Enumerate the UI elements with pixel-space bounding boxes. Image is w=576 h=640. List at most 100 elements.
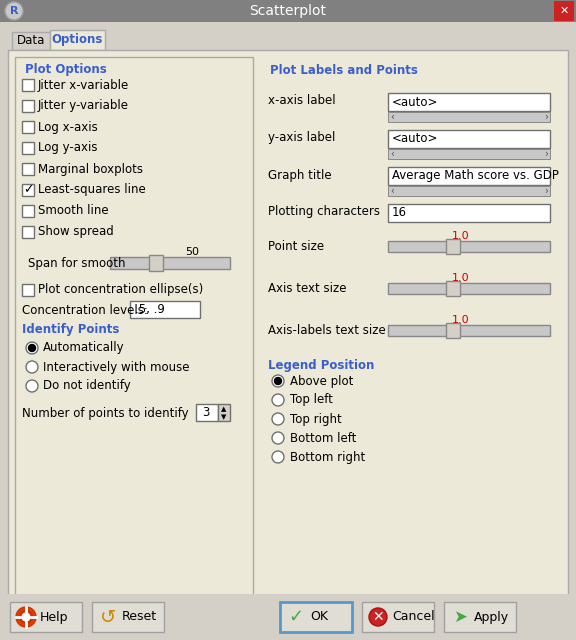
Circle shape [16,607,36,627]
Text: <auto>: <auto> [392,95,438,109]
Text: Average Math score vs. GDP: Average Math score vs. GDP [392,170,559,182]
Text: Do not identify: Do not identify [43,380,131,392]
Bar [22,163,34,175]
Text: Options: Options [51,33,103,47]
Text: Marginal boxplots: Marginal boxplots [38,163,143,175]
Bar [8,50,568,618]
Text: Reset: Reset [122,611,157,623]
Circle shape [275,378,282,385]
Bar [388,149,550,159]
Bar [388,112,550,122]
Bar [388,283,550,294]
Bar [15,57,253,611]
Bar [388,186,550,196]
Bar [388,167,550,185]
Text: Bottom left: Bottom left [290,431,357,445]
Text: Plotting characters: Plotting characters [268,205,380,218]
Bar [388,93,550,111]
Text: Above plot: Above plot [290,374,353,387]
Circle shape [26,380,38,392]
Text: 16: 16 [392,207,407,220]
Circle shape [5,2,23,20]
Bar [22,205,34,217]
Text: Scatterplot: Scatterplot [249,4,327,18]
Text: Cancel: Cancel [392,611,435,623]
Bar [280,602,352,632]
Bar [388,325,550,336]
Bar [22,142,34,154]
Text: ‹: ‹ [390,112,394,122]
Text: Top right: Top right [290,413,342,426]
Circle shape [272,375,284,387]
Text: 50: 50 [185,247,199,257]
Bar [22,121,34,133]
Circle shape [369,608,387,626]
Text: Log x-axis: Log x-axis [38,120,98,134]
Text: Help: Help [40,611,69,623]
Bar [50,30,105,50]
Text: Point size: Point size [268,239,324,253]
Text: 1.0: 1.0 [452,315,469,325]
Bar [388,130,550,148]
Bar [554,1,574,21]
Text: Log y-axis: Log y-axis [38,141,97,154]
Bar [22,79,34,91]
Text: Interactively with mouse: Interactively with mouse [43,360,190,374]
Text: ›: › [544,149,548,159]
Text: Jitter y-variable: Jitter y-variable [38,99,129,113]
Bar [92,602,164,632]
Bar [0,594,576,640]
Text: Apply: Apply [474,611,509,623]
Circle shape [28,344,36,351]
Text: Axis text size: Axis text size [268,282,347,294]
Circle shape [26,361,38,373]
Text: Span for smooth: Span for smooth [28,257,126,271]
Circle shape [272,394,284,406]
Text: Plot Labels and Points: Plot Labels and Points [270,63,418,77]
Bar [22,100,34,112]
Text: Top left: Top left [290,394,333,406]
Text: ‹: ‹ [390,186,394,196]
Bar [388,241,550,252]
Text: Smooth line: Smooth line [38,205,109,218]
Bar [444,602,516,632]
Bar [196,404,218,421]
Circle shape [272,451,284,463]
Bar [12,32,50,50]
Text: Number of points to identify: Number of points to identify [22,406,188,419]
Text: <auto>: <auto> [392,132,438,145]
Bar [130,301,200,318]
Circle shape [26,342,38,354]
Bar [149,255,162,271]
Bar [22,226,34,238]
Text: Least-squares line: Least-squares line [38,184,146,196]
Bar [218,404,230,421]
Text: Bottom right: Bottom right [290,451,365,463]
Bar [0,22,576,50]
Text: Legend Position: Legend Position [268,358,374,371]
Text: .5, .9: .5, .9 [135,303,165,317]
Bar [110,257,230,269]
Text: Automatically: Automatically [43,342,124,355]
Text: ▲: ▲ [221,406,227,412]
Text: ▼: ▼ [221,414,227,420]
Text: 3: 3 [202,406,209,419]
Circle shape [20,611,32,623]
Bar [388,204,550,222]
Text: Concentration levels:: Concentration levels: [22,303,148,317]
Text: Plot Options: Plot Options [25,63,107,77]
Text: ✓: ✓ [289,608,304,626]
Bar [22,284,34,296]
Bar [446,239,460,254]
Text: Show spread: Show spread [38,225,113,239]
Text: ›: › [544,186,548,196]
Text: ›: › [544,112,548,122]
Text: OK: OK [310,611,328,623]
Text: ↺: ↺ [100,607,116,627]
Bar [446,323,460,338]
Text: Plot concentration ellipse(s): Plot concentration ellipse(s) [38,284,203,296]
Text: Data: Data [17,35,45,47]
Text: Axis-labels text size: Axis-labels text size [268,323,386,337]
Text: ✕: ✕ [372,610,384,624]
Bar [22,184,34,196]
